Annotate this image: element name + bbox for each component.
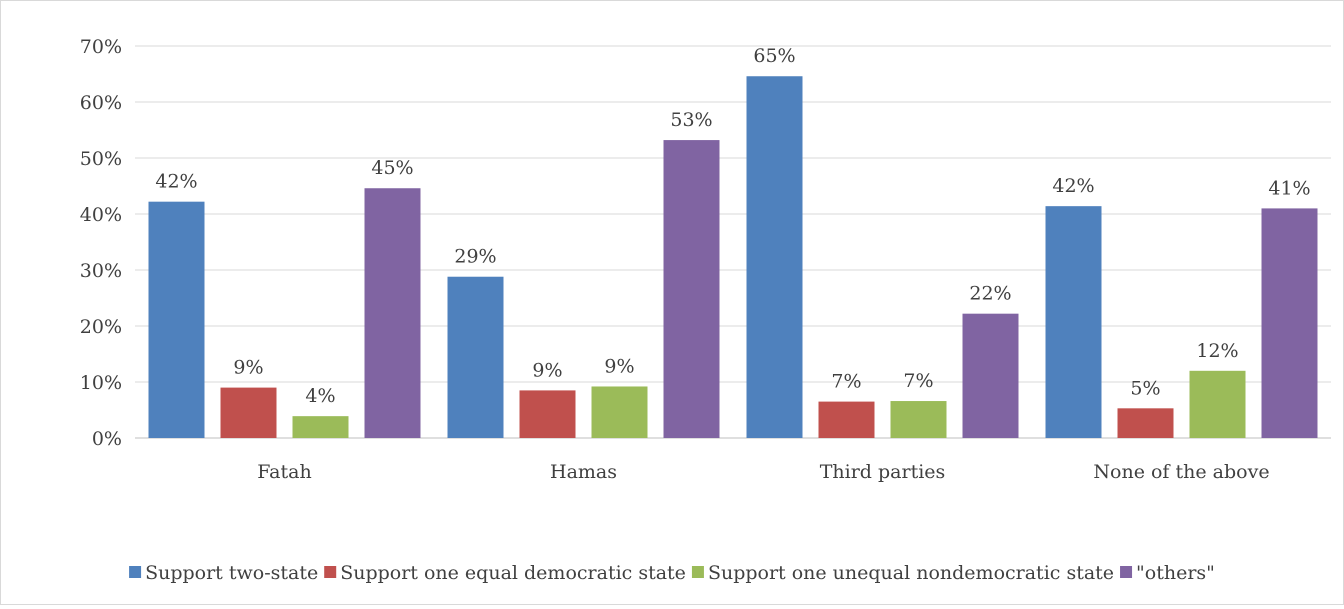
x-axis-categories: Fatah Hamas Third parties None of the above [257,461,1269,483]
legend-swatch [129,566,142,578]
y-tick-label: 40% [80,204,122,226]
bar [148,201,205,438]
legend-swatch [1120,566,1133,578]
bar [1117,408,1174,438]
bar [1261,208,1318,438]
x-category-label: None of the above [1093,461,1269,483]
legend: Support two-state Support one equal democ… [129,562,1215,584]
x-category-label: Fatah [257,461,311,483]
y-tick-label: 60% [80,92,122,114]
data-label: 12% [1196,340,1238,362]
data-label: 53% [670,109,712,131]
data-label: 7% [903,370,933,392]
y-tick-label: 30% [80,260,122,282]
data-label: 65% [753,45,795,67]
data-label: 42% [1052,175,1094,197]
bar [591,386,648,438]
bar [890,401,947,438]
bar [1045,206,1102,438]
data-label: 4% [305,385,335,407]
y-tick-label: 0% [92,428,122,450]
data-label: 9% [532,359,562,381]
bar [663,140,720,438]
data-label: 5% [1130,377,1160,399]
bar [220,387,277,438]
data-label: 7% [831,371,861,393]
data-label: 41% [1268,177,1310,199]
data-label: 29% [454,246,496,268]
bar [1189,370,1246,438]
legend-swatch [324,566,337,578]
y-tick-label: 70% [80,36,122,58]
y-tick-label: 50% [80,148,122,170]
y-tick-label: 10% [80,372,122,394]
bar [519,390,576,438]
data-labels: 42% 9% 4% 45% 29% 9% 9% 53% 65% 7% 7% 22% 42% 5% 12% 41… [155,45,1310,407]
gridlines [135,45,1331,439]
bar [746,76,803,439]
bar [818,401,875,438]
x-category-label: Hamas [550,461,617,483]
legend-label: "others" [1136,562,1215,584]
bar [364,188,421,438]
bar [962,313,1019,438]
bar [292,416,349,438]
data-label: 45% [371,157,413,179]
y-axis-ticks: 0% 10% 20% 30% 40% 50% 60% 70% [80,36,122,450]
data-label: 9% [604,355,634,377]
legend-label: Support one unequal nondemocratic state [708,562,1114,584]
legend-swatch [691,566,704,578]
bars [148,76,1318,439]
legend-label: Support two-state [145,562,318,584]
x-category-label: Third parties [820,461,946,483]
data-label: 9% [233,357,263,379]
data-label: 42% [155,171,197,193]
data-label: 22% [969,283,1011,305]
bar [447,276,504,438]
legend-label: Support one equal democratic state [340,562,686,584]
y-tick-label: 20% [80,316,122,338]
